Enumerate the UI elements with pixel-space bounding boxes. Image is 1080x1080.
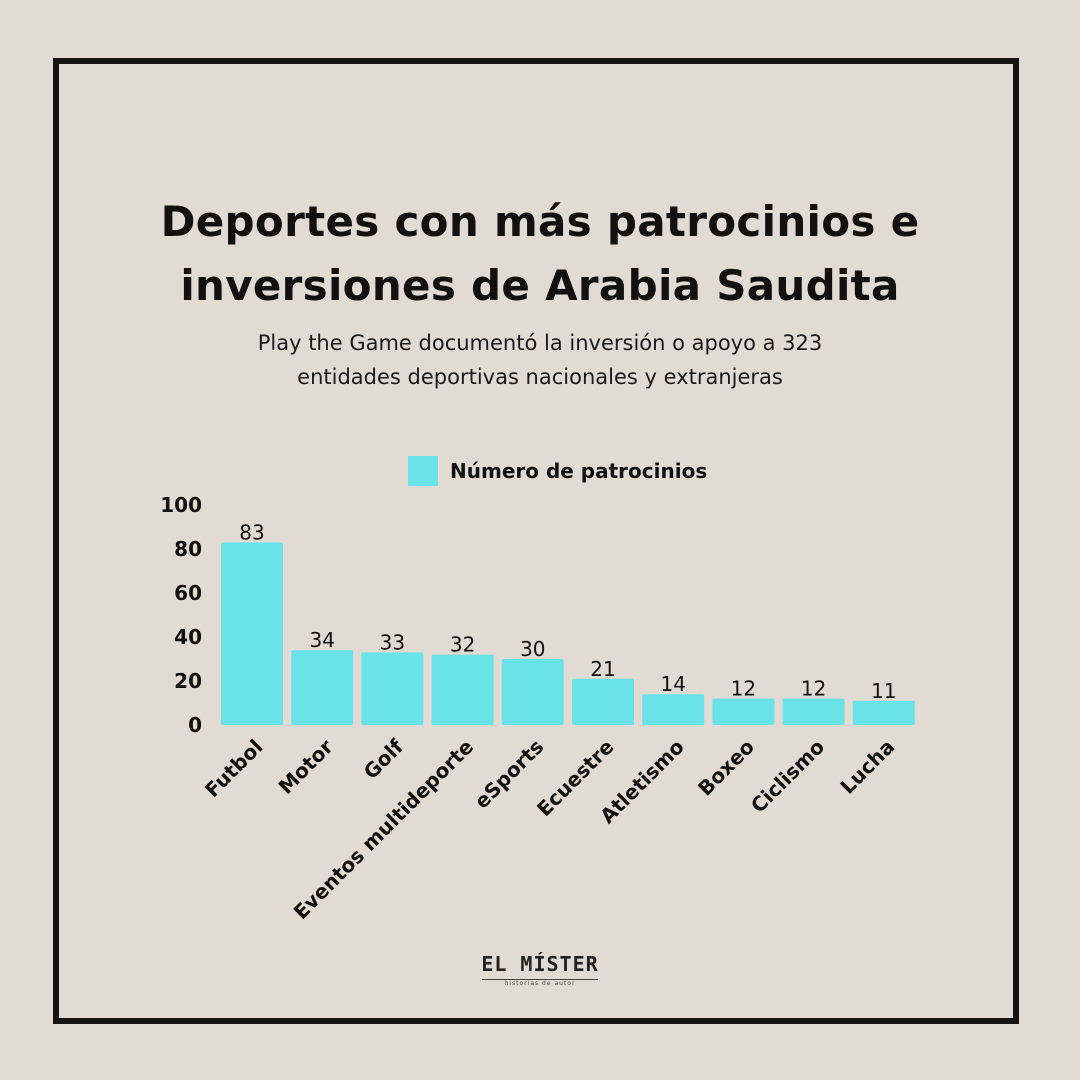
chart-subtitle: Play the Game documentó la inversión o a…: [0, 326, 1080, 394]
title-line-1: Deportes con más patrocinios e: [160, 197, 920, 246]
y-tick-label: 80: [174, 537, 202, 561]
chart-title: Deportes con más patrocinios e inversion…: [0, 190, 1080, 318]
bar-value-label: 33: [380, 630, 405, 654]
bar: [572, 678, 634, 725]
x-category-label: Motor: [274, 734, 338, 798]
bar-value-label: 34: [309, 628, 334, 652]
legend-label: Número de patrocinios: [450, 459, 708, 483]
bar-value-label: 14: [660, 672, 685, 696]
x-category-label: Golf: [359, 734, 409, 784]
bar-value-label: 12: [731, 677, 756, 701]
y-tick-label: 60: [174, 581, 202, 605]
x-category-label: Ciclismo: [746, 735, 829, 818]
legend-swatch: [408, 456, 438, 486]
bar: [782, 698, 845, 725]
bar-value-label: 83: [239, 520, 264, 544]
y-tick-label: 20: [174, 669, 202, 693]
bar: [221, 542, 283, 725]
bar: [712, 698, 775, 725]
bar: [501, 659, 564, 725]
bar-value-label: 21: [590, 657, 615, 681]
bar: [291, 650, 354, 725]
y-tick-label: 100: [160, 493, 202, 517]
subtitle-line-1: Play the Game documentó la inversión o a…: [257, 331, 823, 355]
chart-frame: [53, 58, 1019, 1024]
bar-value-label: 11: [871, 679, 896, 703]
bar: [642, 694, 705, 725]
bar-value-label: 30: [520, 637, 545, 661]
x-category-label: Futbol: [200, 735, 267, 802]
bar-value-label: 12: [801, 677, 826, 701]
brand-logo: EL MÍSTER historias de autor: [460, 952, 620, 987]
y-tick-label: 40: [174, 625, 202, 649]
bar-value-label: 32: [450, 633, 475, 657]
x-category-label: Boxeo: [693, 735, 759, 801]
logo-wordmark: EL MÍSTER: [481, 952, 599, 976]
logo-rule: [482, 979, 598, 980]
title-line-2: inversiones de Arabia Saudita: [180, 261, 900, 310]
legend: Número de patrocinios: [408, 456, 707, 486]
logo-tagline: historias de autor: [504, 980, 576, 987]
y-tick-label: 0: [188, 713, 202, 737]
bar: [431, 654, 494, 725]
bar: [852, 700, 915, 725]
bar: [361, 652, 424, 725]
x-category-label: Lucha: [835, 735, 899, 799]
subtitle-line-2: entidades deportivas nacionales y extran…: [297, 365, 783, 389]
